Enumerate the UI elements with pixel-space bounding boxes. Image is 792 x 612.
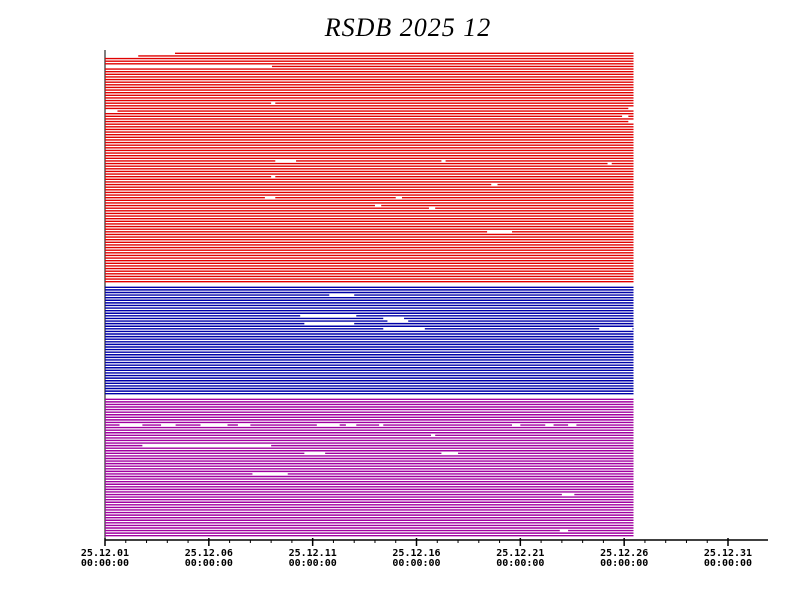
x-tick-label: 00:00:00 [185, 558, 233, 569]
x-tick-label: 00:00:00 [496, 558, 544, 569]
chart-title: RSDB 2025 12 [324, 13, 492, 42]
x-tick-label: 25.12.11 [289, 548, 337, 559]
x-tick-label: 25.12.16 [392, 548, 440, 559]
x-tick-label: 25.12.06 [185, 548, 233, 559]
x-tick-label: 00:00:00 [704, 558, 752, 569]
x-tick-label: 25.12.26 [600, 548, 648, 559]
x-tick-label: 25.12.21 [496, 548, 544, 559]
x-tick-label: 00:00:00 [600, 558, 648, 569]
x-tick-label: 00:00:00 [81, 558, 129, 569]
x-tick-label: 00:00:00 [392, 558, 440, 569]
x-tick-label: 00:00:00 [289, 558, 337, 569]
x-tick-label: 25.12.01 [81, 548, 129, 559]
x-tick-label: 25.12.31 [704, 548, 752, 559]
